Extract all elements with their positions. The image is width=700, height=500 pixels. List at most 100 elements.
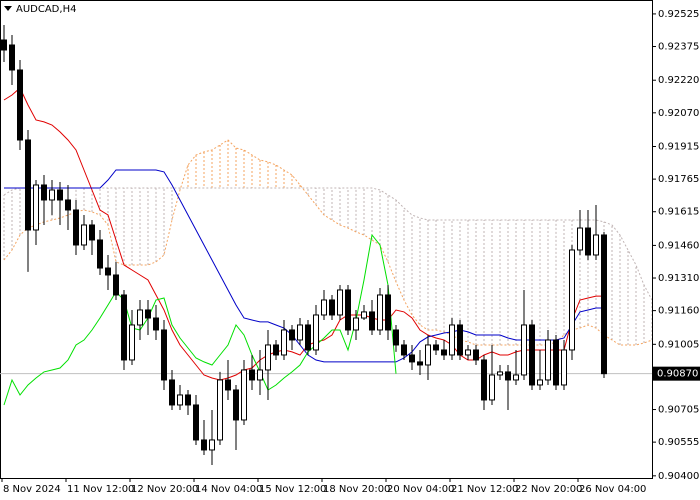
x-tick-label: 8 Nov 2024	[3, 484, 61, 495]
candle-body	[249, 369, 255, 381]
candle-body	[545, 339, 551, 381]
x-tick-label: 26 Nov 04:00	[579, 484, 646, 495]
candle-body	[41, 184, 47, 201]
candle-body	[385, 294, 391, 331]
x-tick-label: 21 Nov 12:00	[451, 484, 518, 495]
last-price-box	[653, 366, 700, 381]
indicator-line	[4, 169, 604, 363]
candle-body	[297, 324, 303, 341]
menu-arrow[interactable]	[4, 6, 12, 11]
candle-body	[233, 389, 239, 421]
candle-body	[265, 344, 271, 371]
candle-body	[33, 184, 39, 231]
y-tick-label: 0.91915	[658, 142, 699, 153]
candle-body	[177, 394, 183, 406]
candle-body	[449, 324, 455, 356]
y-tick-label: 0.91310	[658, 273, 699, 284]
candle-body	[73, 209, 79, 246]
candle-body	[425, 344, 431, 366]
y-tick-label: 0.91460	[658, 240, 699, 251]
y-tick-label: 0.92070	[658, 108, 699, 119]
x-tick-label: 12 Nov 20:00	[131, 484, 198, 495]
candle-body	[185, 394, 191, 406]
candle-body	[497, 371, 503, 376]
span-b-line	[3, 187, 653, 301]
y-tick-label: 0.90400	[658, 471, 699, 482]
candle-body	[17, 69, 23, 141]
candle-body	[105, 267, 111, 276]
candle-body	[377, 294, 383, 331]
candle-body	[337, 289, 343, 316]
y-tick-label: 0.90555	[658, 437, 699, 448]
y-tick-label: 0.92525	[658, 9, 699, 20]
candle-body	[593, 234, 599, 256]
candle-body	[241, 369, 247, 421]
y-tick-label: 0.92220	[658, 75, 699, 86]
candle-body	[401, 344, 407, 356]
candle-body	[217, 379, 223, 441]
x-tick-label: 15 Nov 12:00	[259, 484, 326, 495]
candle-body	[481, 359, 487, 401]
candle-body	[257, 369, 263, 381]
candle-body	[193, 404, 199, 441]
x-tick-label: 11 Nov 12:00	[67, 484, 134, 495]
candle-body	[89, 224, 95, 241]
candle-body	[145, 309, 151, 319]
candle-body	[561, 349, 567, 386]
candle-body	[57, 189, 63, 201]
last-price-label: 0.90870	[657, 369, 698, 380]
candle-body	[513, 374, 519, 381]
candle-body	[225, 379, 231, 391]
plot-frame	[0, 0, 653, 479]
candle-body	[273, 344, 279, 356]
candle-body	[529, 324, 535, 386]
candle-body	[321, 299, 327, 316]
candle-body	[137, 309, 143, 326]
candle-body	[129, 324, 135, 361]
y-tick-label: 0.91005	[658, 339, 699, 350]
candle-body	[49, 189, 55, 201]
candle-body	[161, 329, 167, 381]
candle-body	[457, 324, 463, 356]
candle-body	[409, 354, 415, 363]
y-tick-label: 0.91765	[658, 174, 699, 185]
candle-body	[505, 371, 511, 381]
candle-body	[201, 439, 207, 451]
y-tick-label: 0.91615	[658, 207, 699, 218]
candle-body	[113, 274, 119, 296]
candle-body	[433, 344, 439, 351]
candle-body	[465, 349, 471, 356]
candle-body	[313, 314, 319, 351]
candle-body	[353, 317, 359, 331]
x-tick-label: 14 Nov 04:00	[195, 484, 262, 495]
candle-body	[601, 234, 607, 375]
candle-body	[441, 349, 447, 356]
candle-body	[569, 249, 575, 351]
candle-body	[361, 311, 367, 319]
candle-body	[169, 379, 175, 406]
candle-body	[1, 39, 7, 51]
candle-body	[81, 224, 87, 246]
candle-body	[585, 227, 591, 256]
candle-body	[65, 199, 71, 211]
chart-title: AUDCAD,H4	[16, 4, 76, 15]
x-tick-label: 18 Nov 20:00	[323, 484, 390, 495]
candle-body	[153, 317, 159, 331]
candle-body	[369, 311, 375, 331]
candle-body	[489, 374, 495, 401]
candle-body	[9, 44, 15, 71]
candle-body	[289, 329, 295, 341]
candle-body	[305, 324, 311, 351]
candle-body	[25, 139, 31, 231]
y-tick-label: 0.92375	[658, 42, 699, 53]
candle-body	[537, 379, 543, 386]
candle-body	[329, 299, 335, 316]
candle-body	[577, 227, 583, 251]
candle-body	[97, 239, 103, 269]
candle-body	[121, 294, 127, 361]
x-tick-label: 22 Nov 20:00	[515, 484, 582, 495]
indicator-line	[3, 233, 397, 406]
x-tick-label: 20 Nov 04:00	[387, 484, 454, 495]
candle-body	[553, 339, 559, 386]
